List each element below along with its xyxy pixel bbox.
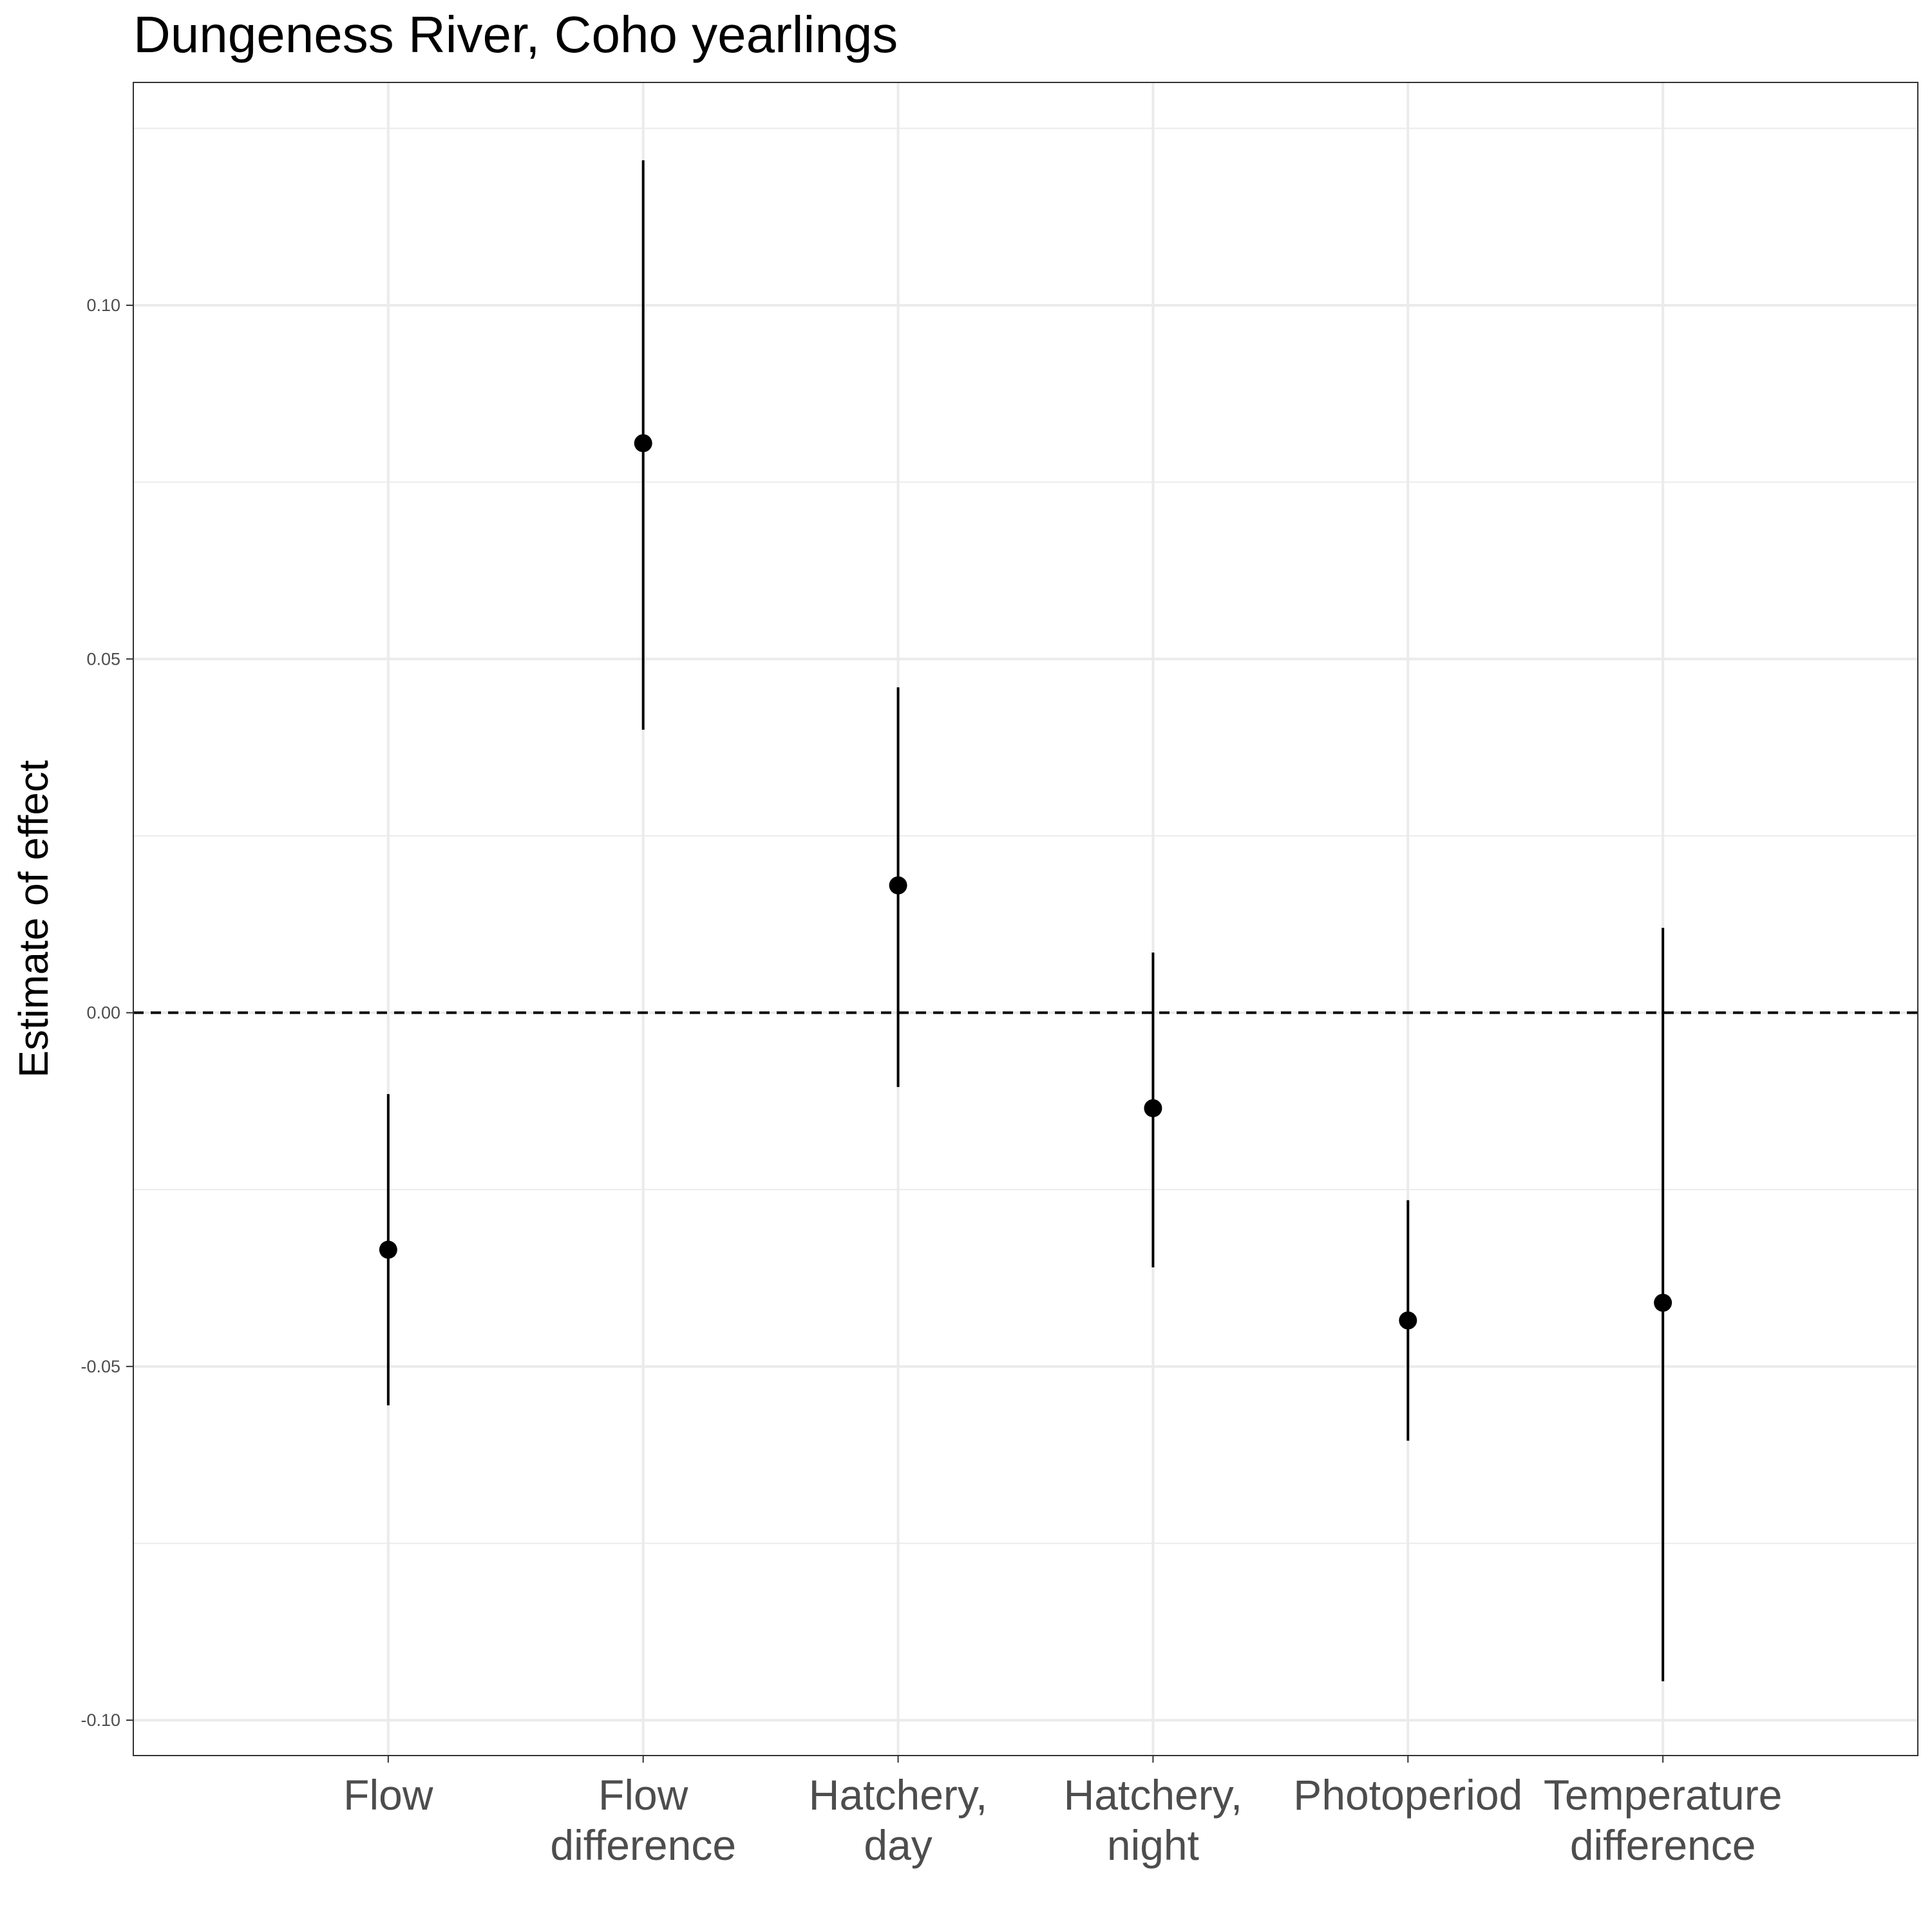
estimate-point: [1144, 1099, 1162, 1117]
estimate-point: [1399, 1311, 1417, 1330]
y-axis-label: Estimate of effect: [10, 760, 57, 1078]
x-tick-label-line: Photoperiod: [1293, 1771, 1522, 1819]
x-tick-label-line: Temperature: [1544, 1771, 1783, 1819]
grid-minor: [133, 128, 1918, 1544]
x-tick-label-line: difference: [550, 1821, 736, 1869]
estimate-point: [634, 434, 652, 453]
x-tick-label: Temperature difference: [1544, 1771, 1783, 1869]
estimate-point: [379, 1240, 397, 1259]
x-tick-label-line: day: [864, 1821, 932, 1869]
y-tick-label: 0.10: [86, 296, 120, 315]
x-tick-label-line: difference: [1570, 1821, 1756, 1869]
y-tick-label: -0.05: [80, 1357, 120, 1376]
x-tick-label: Hatchery, night: [1064, 1771, 1243, 1869]
chart-title: Dungeness River, Coho yearlings: [133, 6, 898, 63]
points-layer: [379, 434, 1672, 1330]
x-tick-label: Hatchery, day: [809, 1771, 988, 1869]
x-tick-label-line: Hatchery,: [809, 1771, 988, 1819]
estimate-point: [1654, 1293, 1672, 1312]
y-tick-label: -0.10: [80, 1710, 120, 1730]
x-tick-label: Photoperiod: [1293, 1771, 1522, 1819]
estimate-point: [889, 876, 907, 895]
x-tick-label: Flow: [343, 1771, 433, 1819]
y-axis-ticks: -0.10 -0.05 0.00 0.05 0.10: [80, 296, 133, 1730]
y-tick-label: 0.00: [86, 1003, 120, 1023]
x-tick-label-line: Flow: [598, 1771, 688, 1819]
grid-major: [133, 82, 1918, 1756]
x-tick-label-line: Hatchery,: [1064, 1771, 1243, 1819]
x-tick-label-line: Flow: [343, 1771, 433, 1819]
y-tick-label: 0.05: [86, 649, 120, 668]
error-bars-layer: [386, 160, 1665, 1681]
panel-border: [133, 82, 1918, 1756]
x-tick-label: Flow difference: [550, 1771, 736, 1869]
x-tick-label-line: night: [1107, 1821, 1199, 1869]
